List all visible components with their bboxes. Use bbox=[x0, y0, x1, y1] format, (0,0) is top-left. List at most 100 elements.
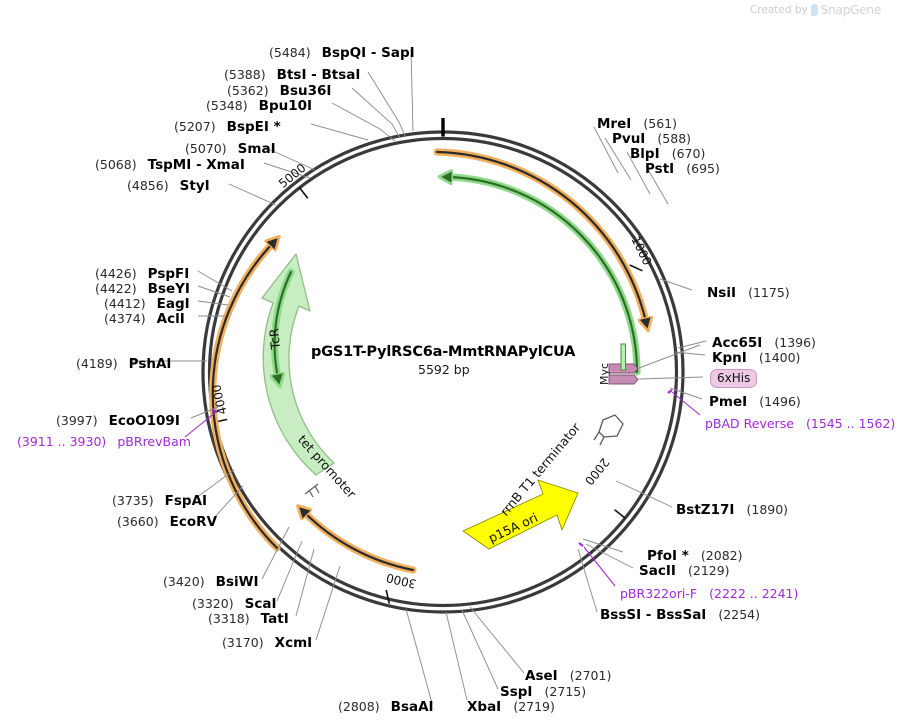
site-position: (3318) bbox=[208, 611, 250, 626]
site-position: (5070) bbox=[185, 141, 227, 156]
site-label-bstz17i: BstZ17I (1890) bbox=[676, 501, 788, 518]
site-label-styi: (4856) StyI bbox=[127, 177, 210, 194]
site-name: Bpu10I bbox=[258, 98, 313, 114]
primer-label-pbad-reverse: pBAD Reverse (1545 .. 1562) bbox=[705, 415, 895, 431]
site-label-pshai: (4189) PshAI bbox=[76, 355, 171, 372]
site-position: (4422) bbox=[95, 281, 137, 296]
site-position: (1175) bbox=[748, 285, 790, 300]
site-label-xcmi: (3170) XcmI bbox=[222, 634, 312, 651]
site-position: (2254) bbox=[718, 607, 760, 622]
site-position: (2701) bbox=[569, 668, 612, 683]
green-arc-left bbox=[275, 268, 295, 378]
site-position: (2719) bbox=[513, 699, 555, 714]
feature-label-myc: Myc bbox=[598, 362, 611, 385]
site-name: PstI bbox=[645, 161, 675, 177]
site-label-btsi-btsai: (5388) BtsI - BtsaI bbox=[224, 66, 360, 83]
snapgene-attribution: Created by SnapGene bbox=[750, 3, 881, 17]
site-position: (2808) bbox=[338, 699, 380, 714]
attribution-prefix: Created by bbox=[749, 4, 808, 16]
primer-label-pbrrevbam: (3911 .. 3930) pBRrevBam bbox=[17, 433, 191, 449]
orange-arc-left bbox=[209, 243, 277, 552]
orange-arc-bottom bbox=[304, 512, 417, 574]
site-name: AclI bbox=[156, 311, 185, 327]
plasmid-size: 5592 bp bbox=[418, 362, 470, 377]
site-name: Bsu36I bbox=[279, 83, 332, 99]
site-label-bsu36i: (5362) Bsu36I bbox=[227, 82, 331, 99]
site-position: (2715) bbox=[544, 684, 587, 699]
site-name: PvuI bbox=[612, 131, 646, 147]
site-name: XcmI bbox=[274, 635, 313, 651]
feature-label-tcr: TcR bbox=[266, 327, 283, 350]
site-position: (1400) bbox=[758, 350, 801, 365]
primer-label-pbr322ori-f: pBR322ori-F (2222 .. 2241) bbox=[620, 585, 798, 601]
site-label-xbai: XbaI (2719) bbox=[467, 698, 555, 715]
site-label-bspei: (5207) BspEI * bbox=[174, 118, 281, 135]
site-label-asei: AseI (2701) bbox=[525, 667, 611, 684]
site-name: BsaAI bbox=[390, 699, 434, 715]
site-position: (5068) bbox=[95, 157, 137, 172]
orange-arc-top-right bbox=[433, 148, 646, 322]
site-name: TatI bbox=[260, 611, 289, 627]
site-position: (4374) bbox=[104, 311, 146, 326]
site-label-eagi: (4412) EagI bbox=[104, 295, 190, 312]
site-name: PspFI bbox=[147, 266, 190, 282]
primer-name: pBR322ori-F bbox=[620, 586, 698, 601]
site-name: EcoO109I bbox=[108, 413, 180, 429]
site-name: BlpI bbox=[630, 146, 660, 162]
feature-p15a-ori-arrow bbox=[462, 479, 579, 550]
site-label-ecoo109i: (3997) EcoO109I bbox=[56, 412, 180, 429]
green-arc-top-right bbox=[448, 177, 641, 376]
site-label-bsiwi: (3420) BsiWI bbox=[163, 573, 259, 590]
plasmid-name: pGS1T-PylRSC6a-MmtRNAPylCUA bbox=[311, 344, 576, 360]
site-label-tati: (3318) TatI bbox=[208, 610, 289, 627]
site-name: PshAI bbox=[128, 356, 172, 372]
site-position: (5484) bbox=[269, 45, 311, 60]
site-position: (561) bbox=[643, 116, 677, 131]
site-position: (5348) bbox=[206, 98, 248, 113]
primer-ticks bbox=[211, 389, 673, 547]
site-name: BspQI - SapI bbox=[321, 45, 415, 61]
site-label-kpni: KpnI (1400) bbox=[712, 349, 800, 366]
site-label-acc65i: Acc65I (1396) bbox=[712, 334, 816, 351]
site-label-tspmi-xmai: (5068) TspMI - XmaI bbox=[95, 156, 245, 173]
site-position: (695) bbox=[686, 161, 720, 176]
site-position: (5362) bbox=[227, 83, 269, 98]
site-name: SacII bbox=[639, 563, 676, 579]
site-position: (670) bbox=[671, 146, 706, 161]
feature-label-6xhis: 6xHis bbox=[710, 369, 758, 388]
site-position: (3735) bbox=[112, 493, 154, 508]
site-name: TspMI - XmaI bbox=[147, 157, 245, 173]
site-position: (588) bbox=[657, 131, 692, 146]
site-name: EagI bbox=[156, 296, 190, 312]
site-position: (3320) bbox=[192, 596, 234, 611]
site-name: FspAI bbox=[164, 493, 208, 509]
site-name: AseI bbox=[525, 668, 558, 684]
site-position: (5388) bbox=[224, 67, 266, 82]
site-position: (3660) bbox=[117, 514, 159, 529]
site-label-mrei: MreI (561) bbox=[597, 115, 677, 132]
site-position: (3997) bbox=[56, 413, 98, 428]
site-position: (3170) bbox=[222, 635, 264, 650]
site-position: (1496) bbox=[759, 394, 801, 409]
feature-terminator-glyph bbox=[593, 414, 624, 446]
site-position: (4426) bbox=[95, 266, 137, 281]
site-label-blpi: BlpI (670) bbox=[630, 145, 705, 162]
site-label-nsii: NsiI (1175) bbox=[707, 284, 790, 301]
primer-name: pBRrevBam bbox=[117, 434, 191, 449]
site-name: NsiI bbox=[707, 285, 736, 301]
site-name: Acc65I bbox=[712, 335, 763, 351]
site-position: (1890) bbox=[746, 502, 789, 517]
site-name: BseYI bbox=[147, 281, 190, 297]
attribution-brand: SnapGene bbox=[820, 3, 881, 17]
site-name: BsiWI bbox=[215, 574, 259, 590]
site-name: EcoRV bbox=[169, 514, 218, 530]
primer-range: (3911 .. 3930) bbox=[17, 434, 107, 449]
site-label-smai: (5070) SmaI bbox=[185, 140, 276, 157]
site-position: (3420) bbox=[163, 574, 205, 589]
site-label-pmei: PmeI (1496) bbox=[709, 393, 801, 410]
primer-range: (2222 .. 2241) bbox=[709, 586, 799, 601]
site-name: KpnI bbox=[712, 350, 747, 366]
site-position: (4189) bbox=[76, 356, 118, 371]
